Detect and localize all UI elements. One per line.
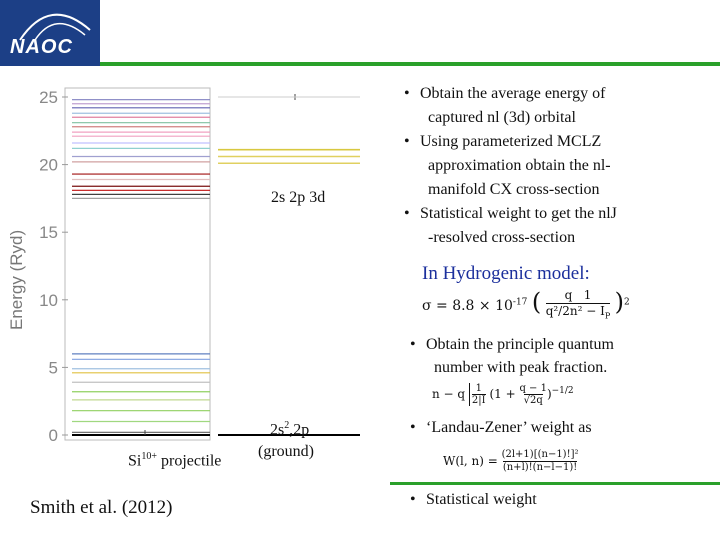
ground-prefix: 2s <box>270 421 285 439</box>
y-tick-label: 15 <box>39 223 58 242</box>
label-ground-state: 2s2,2p <box>270 420 309 439</box>
w-bottom: (n+l)!(n−l−1)! <box>502 461 578 473</box>
bullet-line: captured nl (3d) orbital <box>428 109 576 126</box>
w-lhs: W(l, n) = <box>443 454 498 468</box>
bullet-mclz: • Using parameterized MCLZ approximation … <box>404 130 704 202</box>
bullet-dot: • <box>404 85 410 102</box>
projectile-suffix: projectile <box>156 452 222 470</box>
n-frac-bottom: 2|I <box>471 394 486 406</box>
n-exp: −1/2 <box>551 386 574 396</box>
logo-text: NAOC <box>10 36 73 58</box>
bullet-avg-energy: • Obtain the average energy of captured n… <box>404 82 704 130</box>
sigma-denom-text: q²/2n² − I <box>545 304 605 319</box>
bullet-line: approximation obtain the nl- <box>428 157 611 174</box>
y-tick-label: 20 <box>39 156 58 175</box>
bullet-line: ‘Landau-Zener’ weight as <box>426 419 592 436</box>
n-formula: n − q 1 2|I (1 + q − 1 √2q )−1/2 <box>432 383 574 406</box>
bullet-line: Statistical weight to get the nlJ <box>420 205 617 222</box>
header-accent-line <box>100 62 720 66</box>
sigma-outer-exp: 2 <box>624 297 630 308</box>
n-term-frac: q − 1 √2q <box>519 383 547 406</box>
method-bullets: • Obtain the average energy of captured n… <box>404 82 704 250</box>
n-term-open: (1 + <box>489 387 520 401</box>
energy-axis: 0 5 10 15 20 25 <box>39 87 211 445</box>
w-frac: (2l+1)[(n−1)!]² (n+l)!(n−l−1)! <box>502 449 579 474</box>
sigma-denom-sub: P <box>604 311 611 321</box>
projectile-prefix: Si <box>128 452 142 470</box>
projectile-sup: 10+ <box>141 451 157 462</box>
bullet-quantum-number: • Obtain the principle quantum number wit… <box>410 336 614 376</box>
ground-suffix: ,2p <box>289 421 310 439</box>
n-sqrt-frac: 1 2|I <box>468 383 486 406</box>
y-tick-label: 10 <box>39 291 58 310</box>
sigma-exp: -17 <box>512 297 528 308</box>
bullet-line: Obtain the principle quantum <box>426 336 614 353</box>
w-formula: W(l, n) = (2l+1)[(n−1)!]² (n+l)!(n−l−1)! <box>443 449 579 474</box>
bullet-line: manifold CX cross-section <box>428 181 600 198</box>
bullet-stat-weight-nlj: • Statistical weight to get the nlJ -reso… <box>404 202 704 250</box>
sigma-frac: q 1 q²/2n² − IP <box>545 288 611 323</box>
sigma-num-q: q <box>564 288 573 303</box>
bullet-statistical-weight: • Statistical weight <box>410 491 537 508</box>
bullet-line: number with peak fraction. <box>434 359 608 376</box>
bullet-dot: • <box>404 205 410 222</box>
naoc-logo <box>0 0 100 66</box>
plot-frame <box>64 87 211 441</box>
bullet-line: Obtain the average energy of <box>420 85 606 102</box>
citation: Smith et al. (2012) <box>30 497 173 518</box>
y-tick-label: 25 <box>39 88 58 107</box>
bullet-landau-zener: • ‘Landau-Zener’ weight as <box>410 419 592 436</box>
y-axis-label: Energy (Ryd) <box>7 230 26 330</box>
n-term-bottom: √2q <box>523 394 543 406</box>
n-lhs: n − q <box>432 387 466 401</box>
label-2s2p3d: 2s 2p 3d <box>271 189 326 206</box>
bullet-line: -resolved cross-section <box>428 229 576 246</box>
sigma-denominator: q²/2n² − IP <box>545 303 611 323</box>
footer-accent-line <box>390 482 720 485</box>
sigma-formula: σ = 8.8 × 10-17 ( q 1 q²/2n² − IP )2 <box>422 288 630 324</box>
sigma-num-one: 1 <box>583 288 592 303</box>
hydrogenic-title: In Hydrogenic model: <box>422 263 590 284</box>
n-term-top: q − 1 <box>519 383 547 394</box>
y-tick-label: 0 <box>49 426 58 445</box>
n-frac-top: 1 <box>475 383 482 394</box>
w-top: (2l+1)[(n−1)!]² <box>501 449 579 460</box>
sigma-lhs: σ = 8.8 × 10 <box>422 298 513 314</box>
label-ground-paren: (ground) <box>258 443 314 460</box>
left-level-column <box>72 94 296 436</box>
header-bar <box>0 0 720 66</box>
bullet-dot: • <box>404 133 410 150</box>
bullet-line: Using parameterized MCLZ <box>420 133 602 150</box>
energy-level-diagram: 0 5 10 15 20 25 Energy (Ryd) <box>7 87 360 445</box>
right-level-column <box>218 96 360 436</box>
label-projectile: Si10+ projectile <box>128 451 221 470</box>
y-tick-label: 5 <box>49 358 58 377</box>
ground-sup: 2 <box>284 420 290 431</box>
logo-arc-graphic <box>19 13 91 41</box>
bullet-line: Statistical weight <box>426 491 537 508</box>
